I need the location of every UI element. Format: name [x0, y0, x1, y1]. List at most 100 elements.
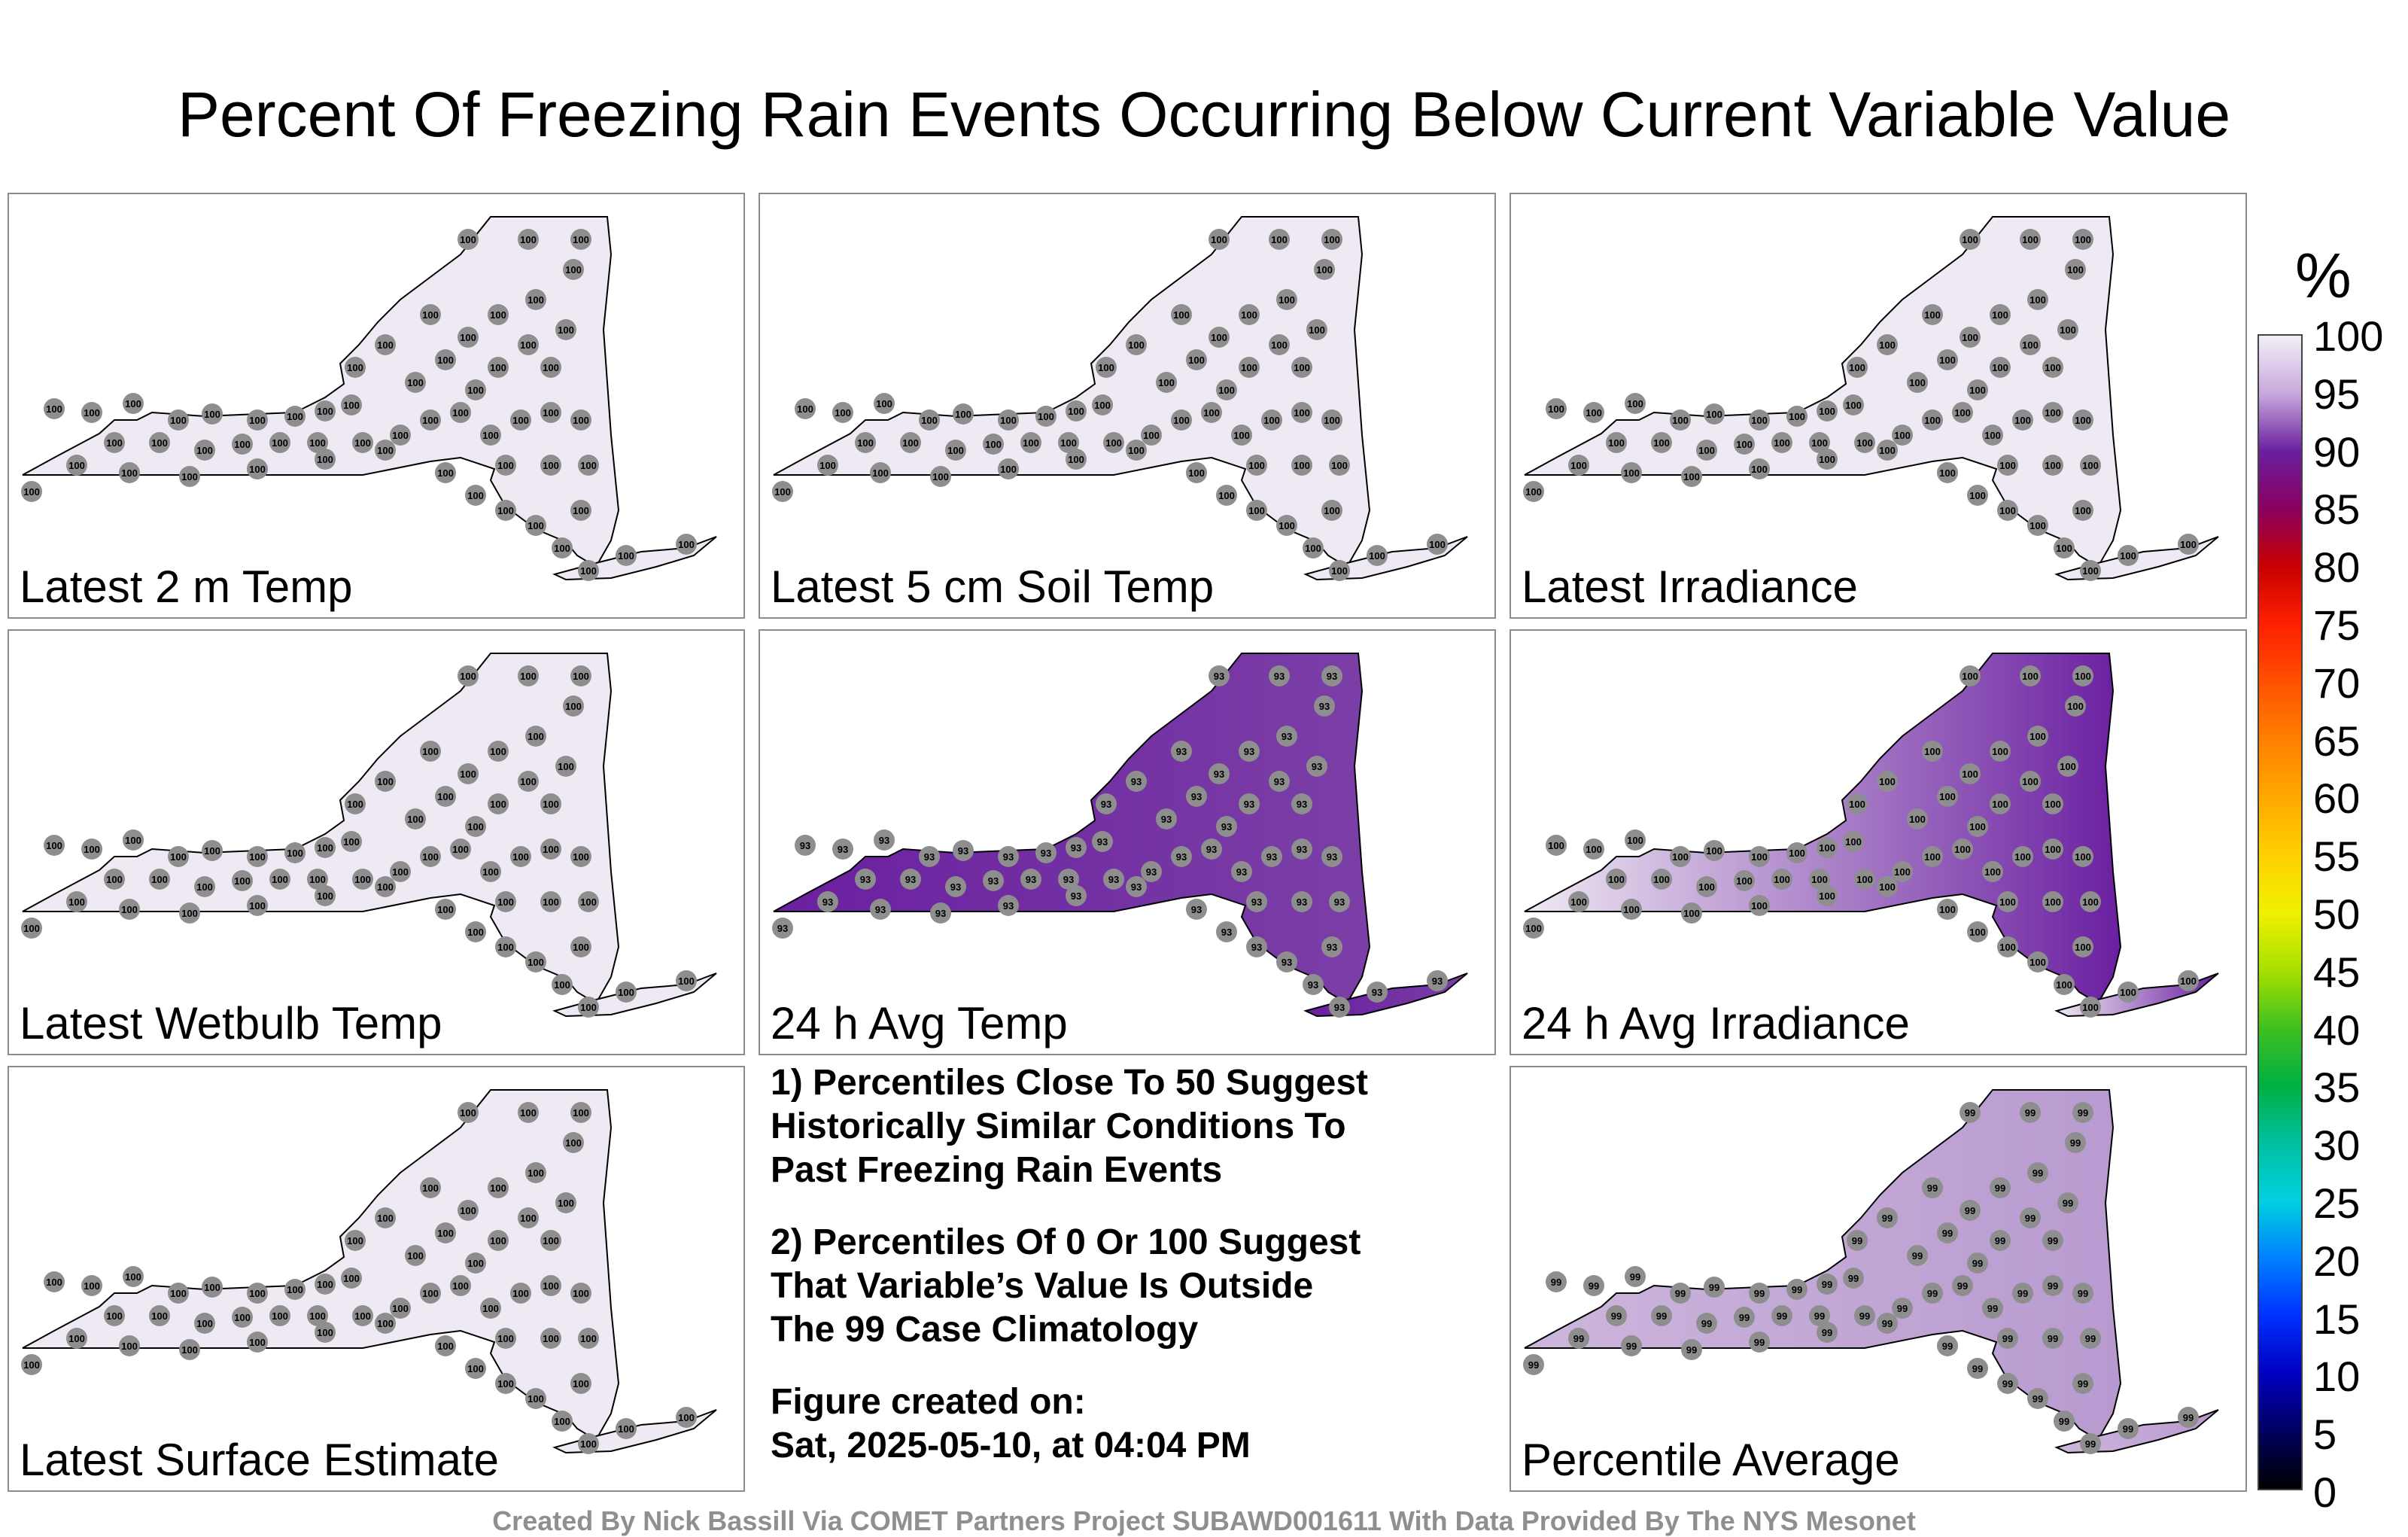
station-value: 100: [520, 234, 537, 245]
legend-tick-label: 0: [2313, 1469, 2337, 1516]
station-value: 93: [875, 904, 886, 915]
station-marker: [1843, 831, 1864, 852]
station-marker: [194, 440, 215, 461]
station-value: 100: [2120, 550, 2136, 562]
station-marker: [540, 357, 561, 378]
station-marker: [1786, 842, 1808, 863]
station-marker: [1967, 1252, 1988, 1274]
legend-tick-label: 15: [2313, 1295, 2361, 1343]
station-marker: [269, 1305, 290, 1326]
station-value: 99: [1995, 1235, 2005, 1246]
station-marker: [1625, 1266, 1646, 1287]
station-marker: [2178, 534, 2199, 555]
station-value: 100: [467, 490, 484, 501]
station-value: 100: [1294, 362, 1310, 373]
station-marker: [1922, 741, 1943, 762]
station-value: 100: [343, 836, 360, 848]
station-marker: [525, 951, 546, 972]
note-percentiles-near-50: 1) Percentiles Close To 50 Suggest Histo…: [771, 1063, 1369, 1190]
station-marker: [1246, 455, 1267, 476]
station-value: 100: [377, 776, 394, 787]
panel-label: Latest Irradiance: [1522, 562, 1858, 612]
station-value: 100: [422, 415, 439, 426]
station-marker: [2072, 936, 2093, 957]
station-marker: [269, 869, 290, 890]
station-value: 100: [2045, 844, 2061, 855]
station-value: 93: [1274, 776, 1285, 787]
station-value: 100: [354, 874, 371, 885]
station-marker: [1621, 462, 1642, 483]
station-marker: [563, 259, 584, 280]
station-marker: [149, 432, 170, 453]
station-marker: [1907, 372, 1928, 393]
station-marker: [1231, 425, 1252, 446]
station-marker: [2080, 560, 2101, 581]
station-value: 93: [1108, 874, 1119, 885]
station-value: 100: [460, 332, 476, 343]
station-marker: [2072, 409, 2093, 431]
station-value: 100: [573, 851, 589, 863]
station-marker: [1276, 951, 1297, 972]
panel-label: Latest 2 m Temp: [20, 562, 353, 612]
station-value: 100: [272, 1310, 288, 1322]
station-value: 99: [1995, 1182, 2005, 1194]
station-value: 100: [1324, 234, 1340, 245]
station-value: 100: [46, 840, 62, 851]
station-value: 100: [1939, 791, 1956, 802]
station-value: 100: [1068, 406, 1084, 417]
station-marker: [149, 869, 170, 890]
station-value: 100: [317, 1279, 333, 1290]
panel-label: 24 h Avg Irradiance: [1522, 998, 1910, 1049]
station-marker: [1546, 835, 1567, 856]
station-marker: [247, 895, 268, 916]
station-marker: [1817, 449, 1838, 470]
station-value: 100: [1992, 746, 2008, 757]
station-marker: [1171, 304, 1192, 325]
station-marker: [1216, 816, 1237, 837]
station-marker: [1583, 839, 1604, 860]
station-value: 100: [1570, 460, 1587, 471]
station-marker: [104, 869, 125, 890]
station-value: 93: [1041, 848, 1051, 859]
station-value: 100: [543, 460, 559, 471]
station-marker: [1171, 741, 1192, 762]
station-value: 100: [125, 1271, 141, 1283]
station-marker: [525, 515, 546, 536]
station-marker: [2020, 1207, 2041, 1228]
station-value: 100: [2045, 407, 2061, 418]
station-value: 100: [490, 746, 506, 757]
station-value: 100: [1271, 339, 1288, 351]
station-marker: [1952, 839, 1973, 860]
station-value: 100: [343, 1273, 360, 1284]
station-marker: [179, 902, 200, 924]
station-value: 100: [1909, 814, 1926, 825]
map-panel-latest-irradiance: 100 100 100 100 100 100 100 100 100 100 100 100 100 1…: [1510, 193, 2247, 619]
station-marker: [570, 846, 591, 867]
station-value: 100: [543, 799, 559, 810]
station-marker: [1269, 334, 1290, 355]
station-value: 100: [1218, 385, 1235, 396]
station-value: 99: [1589, 1280, 1599, 1292]
station-marker: [1937, 462, 1958, 483]
station-marker: [1020, 869, 1041, 890]
station-marker: [2012, 846, 2033, 867]
station-marker: [1892, 861, 1913, 882]
station-value: 100: [1924, 415, 1941, 426]
station-marker: [1670, 409, 1691, 431]
station-value: 100: [151, 1310, 168, 1322]
station-marker: [2057, 319, 2078, 340]
station-marker: [570, 665, 591, 686]
station-value: 100: [573, 234, 589, 245]
station-value: 100: [106, 1310, 123, 1322]
station-value: 100: [2120, 987, 2136, 998]
station-value: 100: [497, 896, 514, 908]
panel-label: Latest Surface Estimate: [20, 1435, 499, 1485]
station-value: 100: [554, 543, 570, 554]
station-marker: [1186, 786, 1207, 807]
station-value: 99: [1882, 1318, 1893, 1329]
station-value: 93: [1221, 821, 1232, 832]
station-value: 100: [618, 987, 634, 998]
station-value: 99: [1686, 1344, 1697, 1356]
station-marker: [2027, 289, 2048, 310]
station-marker: [1231, 861, 1252, 882]
